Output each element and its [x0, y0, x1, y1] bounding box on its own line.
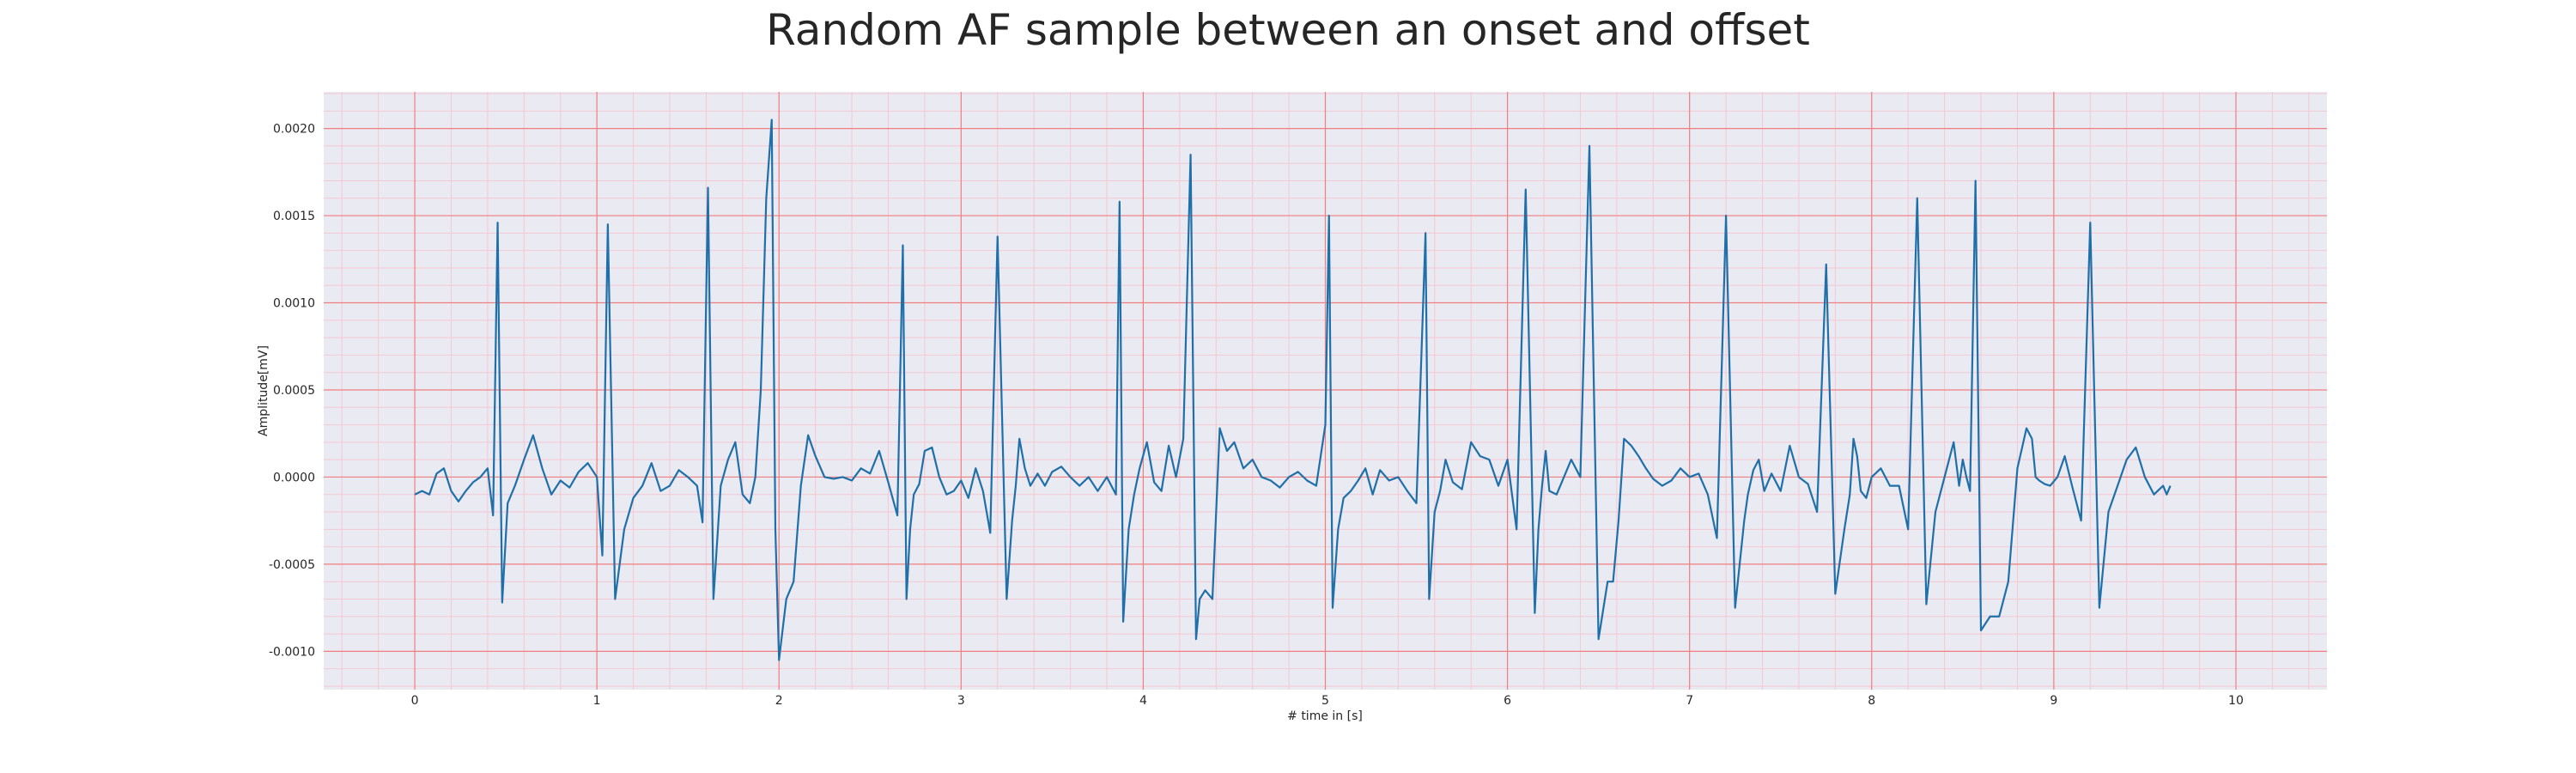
- x-tick-label: 7: [1686, 694, 1693, 708]
- x-tick-label: 5: [1321, 694, 1329, 708]
- x-tick-label: 6: [1504, 694, 1511, 708]
- x-tick-label: 4: [1139, 694, 1147, 708]
- x-tick-label: 2: [775, 694, 783, 708]
- x-axis-ticks: 0 1 2 3 4 5 6 7 8 9 10: [411, 694, 2244, 708]
- x-tick-label: 0: [411, 694, 419, 708]
- y-axis-ticks: -0.0010 -0.0005 0.0000 0.0005 0.0010 0.0015 0.…: [269, 123, 315, 660]
- y-tick-label: 0.0010: [273, 297, 315, 311]
- chart-title: Random AF sample between an onset and of…: [766, 5, 1810, 55]
- y-tick-label: 0.0000: [273, 471, 315, 484]
- x-tick-label: 10: [2228, 694, 2244, 708]
- y-tick-label: 0.0005: [273, 384, 315, 398]
- x-tick-label: 1: [593, 694, 601, 708]
- y-tick-label: -0.0005: [269, 558, 315, 572]
- y-axis-label: Amplitude[mV]: [257, 345, 270, 436]
- x-tick-label: 8: [1868, 694, 1875, 708]
- y-tick-label: 0.0015: [273, 210, 315, 223]
- x-axis-label: # time in [s]: [1287, 709, 1363, 723]
- y-tick-label: -0.0010: [269, 645, 315, 659]
- major-grid-vertical: [414, 92, 2237, 690]
- ecg-series-line: [414, 119, 2172, 661]
- y-tick-label: 0.0020: [273, 123, 315, 137]
- major-grid-horizontal: [324, 128, 2327, 652]
- x-tick-label: 3: [957, 694, 965, 708]
- x-tick-label: 9: [2050, 694, 2057, 708]
